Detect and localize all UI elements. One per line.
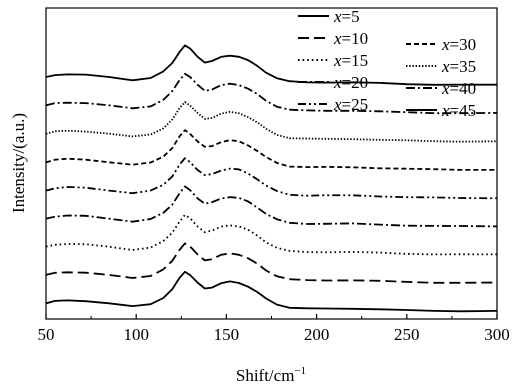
x-tick-label-100: 100 [123, 325, 149, 344]
series-lines [45, 44, 498, 313]
x-axis-label-superscript: −1 [294, 365, 306, 377]
legend-label-30: x=30 [441, 35, 476, 54]
series-line-25 [45, 157, 498, 200]
legend-label-10: x=10 [333, 29, 368, 48]
series-line-10 [45, 242, 498, 284]
x-axis: 50 100 150 200 250 300 [38, 314, 510, 344]
series-line-35 [45, 101, 498, 143]
legend-label-40: x=40 [441, 79, 476, 98]
legend-label-35: x=35 [441, 57, 476, 76]
legend-label-45: x=45 [441, 101, 476, 120]
x-tick-label-300: 300 [484, 325, 510, 344]
x-tick-label-150: 150 [214, 325, 240, 344]
legend-label-15: x=15 [333, 51, 368, 70]
series-line-5 [45, 270, 498, 313]
series-line-20 [45, 185, 498, 228]
series-line-15 [45, 213, 498, 256]
series-line-30 [45, 129, 497, 171]
legend: x=5 x=10 x=15 x=20 x=25 x=30 x=35 x=40 x=45 [298, 7, 476, 120]
series-line-45 [45, 44, 497, 86]
x-tick-label-50: 50 [38, 325, 55, 344]
x-axis-label: Shift/cm−1 [236, 365, 306, 385]
legend-label-20: x=20 [333, 73, 368, 92]
legend-label-25: x=25 [333, 95, 368, 114]
x-tick-label-250: 250 [394, 325, 420, 344]
y-axis-label: Intensity/(a.u.) [9, 113, 28, 213]
series-line-40 [45, 72, 498, 115]
legend-label-5: x=5 [333, 7, 360, 26]
x-tick-label-200: 200 [304, 325, 330, 344]
